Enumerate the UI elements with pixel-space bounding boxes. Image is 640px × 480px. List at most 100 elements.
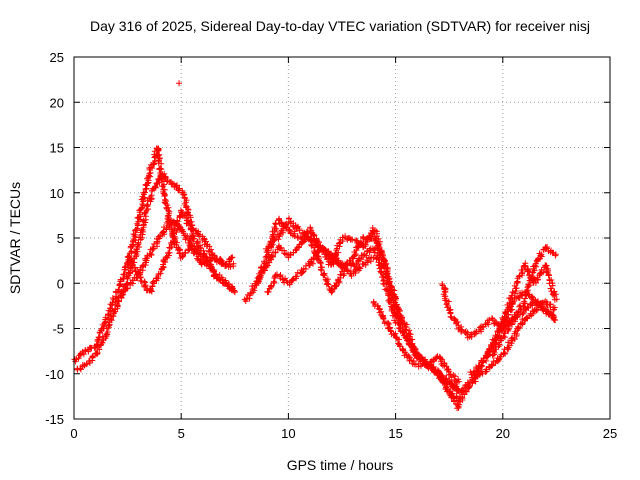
data-point [458,326,465,333]
data-point [85,358,92,365]
data-point [230,260,237,267]
data-point [181,192,188,199]
data-point [130,231,137,238]
data-point [134,268,141,275]
data-point [141,210,148,217]
data-point [108,317,115,324]
y-tick-label: 10 [50,186,64,201]
data-point [493,333,500,340]
data-point [509,289,516,296]
data-point [411,351,418,358]
data-point [172,182,179,189]
data-point [542,298,549,305]
data-point [535,276,542,283]
data-point [154,274,161,281]
data-point [148,288,155,295]
series-track-14 [489,244,559,359]
data-point [176,250,183,257]
data-point [349,236,356,243]
data-point [124,285,131,292]
data-point [500,332,507,339]
data-point [181,249,188,256]
x-tick-label: 0 [70,426,77,441]
data-point [433,368,440,375]
data-point [374,302,381,309]
y-tick-label: 25 [50,50,64,65]
data-point [160,229,167,236]
data-point [522,262,529,269]
data-point [462,388,469,395]
data-point [149,246,156,253]
data-point [519,266,526,273]
data-point [330,261,337,268]
data-point [135,239,142,246]
data-point [448,314,455,321]
data-point [385,273,392,280]
data-point [95,342,102,349]
data-point [263,264,270,271]
data-point [173,241,180,248]
data-point [277,244,284,251]
data-point [524,303,531,310]
data-point [214,275,221,282]
data-point [509,321,516,328]
data-point [496,325,503,332]
data-point [231,287,238,294]
series-track-7 [264,244,377,296]
data-point [404,336,411,343]
data-point [447,388,454,395]
data-point [154,146,161,153]
data-point [525,281,532,288]
data-point [550,315,557,322]
data-point [552,251,559,258]
y-tick-label: -10 [45,367,64,382]
ticks: 0 5 10 15 20 25 -15 -10 -5 0 5 10 15 20 25 [45,50,617,441]
data-point [182,250,189,257]
data-point [138,227,145,234]
data-point [158,160,165,167]
data-point [300,268,307,275]
data-point [496,355,503,362]
data-point [523,288,530,295]
data-point [198,261,205,268]
y-tick-label: -15 [45,412,64,427]
data-point [302,262,309,269]
data-point [385,319,392,326]
data-point [146,250,153,257]
data-point [519,311,526,318]
data-point [454,319,461,326]
x-tick-label: 25 [603,426,617,441]
data-point [325,248,332,255]
data-point [173,184,180,191]
data-point [271,224,278,231]
data-point [439,356,446,363]
data-point [444,302,451,309]
data-point [174,225,181,232]
data-point [120,271,127,278]
data-point [96,335,103,342]
data-point [507,295,514,302]
data-point [406,327,413,334]
data-point [115,287,122,294]
data-point [410,348,417,355]
data-point [75,355,82,362]
y-tick-label: 20 [50,95,64,110]
data-point [149,279,156,286]
data-point [416,356,423,363]
series-track-4 [124,207,236,295]
data-point [396,319,403,326]
data-point [441,380,448,387]
data-point [387,290,394,297]
data-point [210,252,217,259]
x-tick-label: 20 [496,426,510,441]
data-point [553,296,560,303]
data-point [446,377,453,384]
data-point [208,246,215,253]
data-point [269,241,276,248]
data-point [544,308,551,315]
data-point [544,244,551,251]
data-point [141,189,148,196]
data-point [170,234,177,241]
data-point [162,173,169,180]
y-axis-label: SDTVAR / TECUs [7,182,23,294]
